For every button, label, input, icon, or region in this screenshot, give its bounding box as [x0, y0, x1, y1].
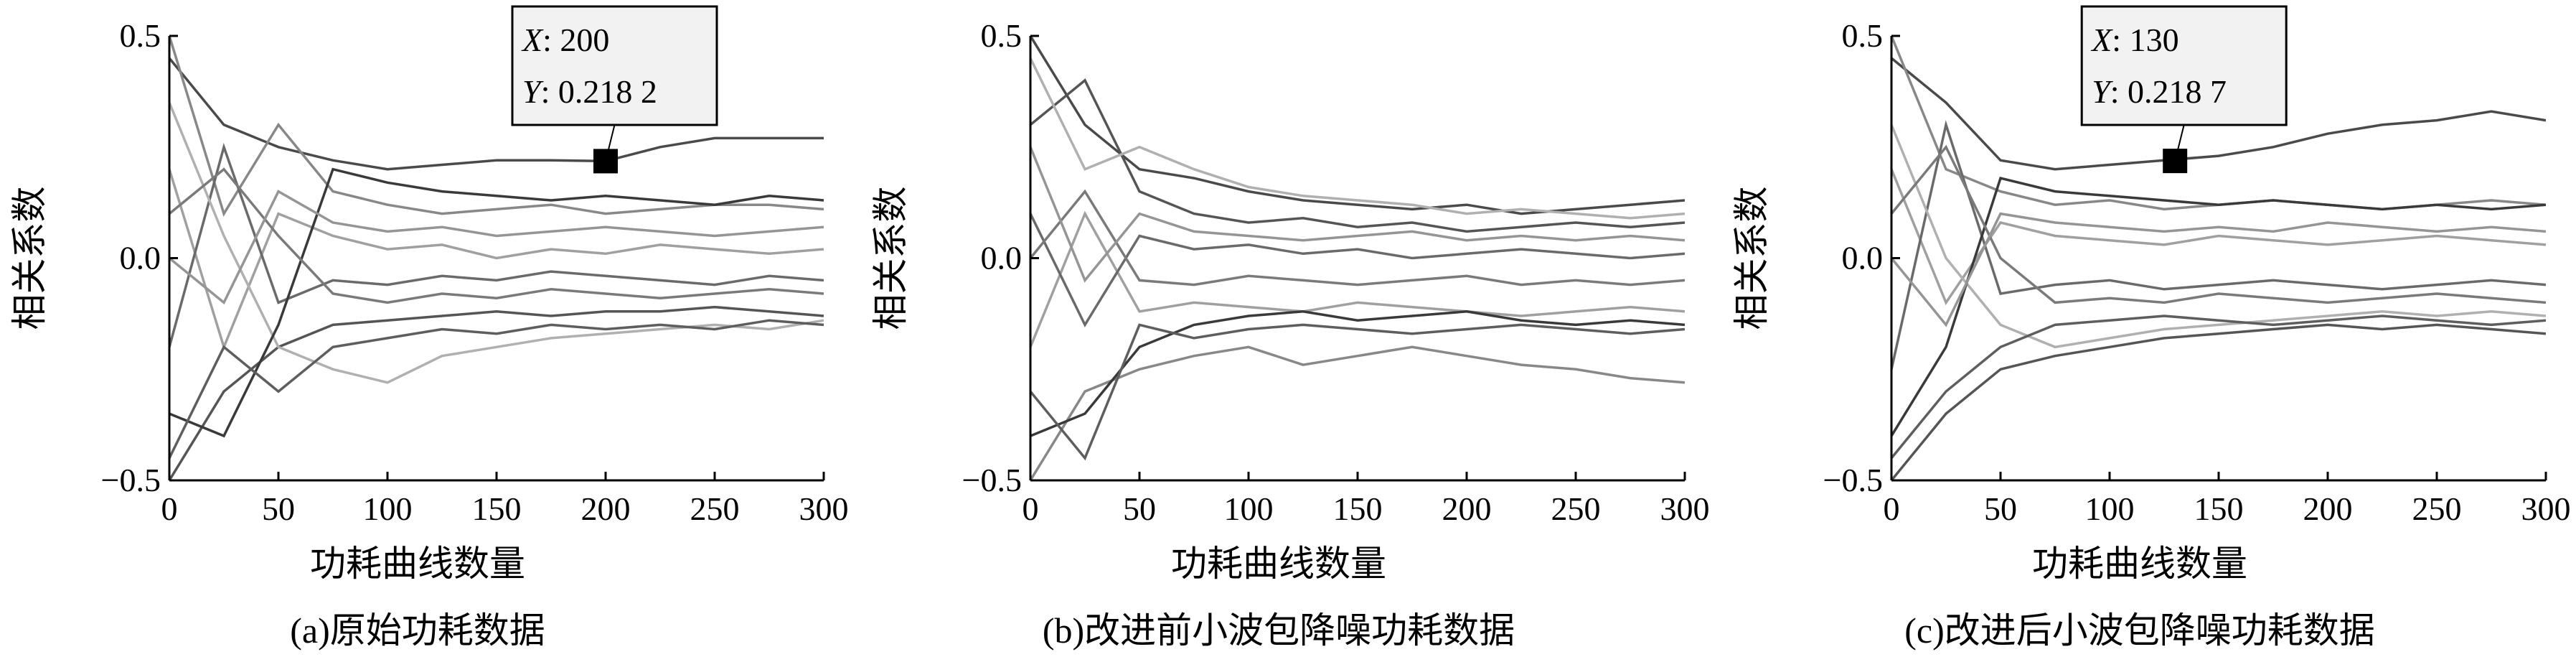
series-line: [169, 169, 824, 351]
series-line: [1891, 144, 2546, 304]
x-tick-label: 300: [2521, 490, 2571, 527]
caption: (b)改进前小波包降噪功耗数据: [1043, 610, 1515, 651]
series-line: [1891, 314, 2546, 460]
x-tick-label: 300: [799, 490, 849, 527]
series-line: [169, 167, 824, 304]
y-tick-label: −0.5: [1823, 462, 1883, 498]
x-tick-label: 200: [2303, 490, 2353, 527]
y-axis-label: 相关系数: [9, 187, 50, 330]
datatip-value: : 130: [2112, 22, 2178, 58]
x-tick-label: 250: [2412, 490, 2462, 527]
panel: −0.5 0.0 0.5 0 50 100 150 200 250 300 功耗曲线数量 相关系数 (c…: [1731, 5, 2571, 651]
datatip-text: X: 200: [521, 22, 609, 58]
series-line: [1891, 124, 2546, 349]
series-line: [1030, 189, 1685, 286]
series-line: [1030, 78, 1685, 233]
datatip-text: Y: 0.218 7: [2092, 73, 2227, 110]
y-tick-label: −0.5: [101, 462, 161, 498]
datatip-name: X: [2090, 22, 2113, 58]
y-tick-label: 0.0: [120, 240, 161, 276]
y-axis-label: 相关系数: [1731, 187, 1772, 330]
series-line: [1030, 345, 1685, 480]
caption: (a)原始功耗数据: [290, 610, 545, 651]
series-line: [1891, 169, 2546, 306]
series-line: [1030, 213, 1685, 328]
caption: (c)改进后小波包降噪功耗数据: [1904, 610, 2375, 651]
datatip-text: Y: 0.218 2: [522, 73, 657, 110]
series-line: [1030, 146, 1685, 283]
x-tick-label: 0: [1023, 490, 1039, 527]
series-line: [1891, 323, 2546, 480]
series-line: [1891, 177, 2546, 437]
datatip-name: Y: [522, 73, 544, 110]
x-tick-label: 200: [581, 490, 631, 527]
series-line: [1030, 310, 1685, 437]
datatip-marker: [593, 149, 618, 174]
series-line: [169, 57, 824, 171]
series-line: [169, 190, 824, 305]
x-axis-label: 功耗曲线数量: [310, 544, 525, 584]
series-line: [1030, 323, 1685, 461]
series-group: [1891, 36, 2546, 480]
x-tick-label: 50: [1123, 490, 1156, 527]
x-axis-label: 功耗曲线数量: [1171, 544, 1386, 584]
series-line: [169, 102, 824, 384]
datatip-value: : 200: [542, 22, 609, 58]
series-line: [1891, 212, 2546, 327]
series-group: [1030, 36, 1685, 480]
series-line: [169, 36, 824, 217]
datatip-value: : 0.218 2: [541, 73, 657, 110]
x-axis-label: 功耗曲线数量: [2032, 544, 2247, 584]
x-tick-label: 250: [1551, 490, 1601, 527]
x-tick-label: 150: [472, 490, 522, 527]
x-tick-label: 50: [262, 490, 295, 527]
y-tick-label: 0.0: [981, 240, 1023, 276]
series-line: [1030, 57, 1685, 220]
series-line: [1030, 36, 1685, 215]
datatip-box: [2080, 5, 2288, 126]
series-line: [1891, 57, 2546, 171]
series-line: [1891, 120, 2546, 370]
x-tick-label: 250: [690, 490, 740, 527]
series-line: [169, 319, 824, 459]
x-tick-label: 0: [1884, 490, 1900, 527]
x-tick-label: 50: [1984, 490, 2017, 527]
x-tick-label: 300: [1660, 490, 1710, 527]
panel: −0.5 0.0 0.5 0 50 100 150 200 250 300 功耗曲线数量 相关系数 (b…: [870, 17, 1710, 651]
y-tick-label: 0.5: [1842, 17, 1884, 54]
x-tick-label: 100: [363, 490, 413, 527]
x-tick-label: 150: [2194, 490, 2244, 527]
y-tick-label: 0.0: [1842, 240, 1884, 276]
x-tick-label: 100: [2085, 490, 2135, 527]
datatip-name: Y: [2092, 73, 2113, 110]
panel: −0.5 0.0 0.5 0 50 100 150 200 250 300 功耗曲线数量 相关系数 (a…: [9, 5, 849, 651]
datatip-name: X: [521, 22, 544, 58]
datatip-box: [511, 5, 718, 126]
series-line: [169, 142, 824, 348]
series-line: [1030, 210, 1685, 348]
x-tick-label: 200: [1442, 490, 1492, 527]
y-axis-label: 相关系数: [870, 187, 911, 330]
datatip-marker: [2163, 149, 2188, 174]
datatip-text: X: 130: [2090, 22, 2178, 58]
datatip-value: : 0.218 7: [2110, 73, 2227, 110]
x-tick-label: 100: [1224, 490, 1274, 527]
x-tick-label: 150: [1333, 490, 1383, 527]
x-tick-label: 0: [161, 490, 178, 527]
y-tick-label: −0.5: [962, 462, 1022, 498]
y-tick-label: 0.5: [981, 17, 1023, 54]
series-line: [169, 167, 824, 438]
y-tick-label: 0.5: [120, 17, 161, 54]
series-group: [169, 36, 824, 480]
